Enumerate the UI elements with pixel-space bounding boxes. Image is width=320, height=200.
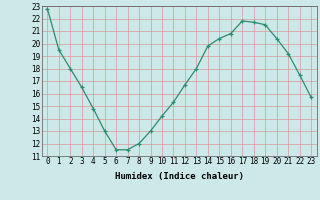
X-axis label: Humidex (Indice chaleur): Humidex (Indice chaleur) (115, 172, 244, 181)
